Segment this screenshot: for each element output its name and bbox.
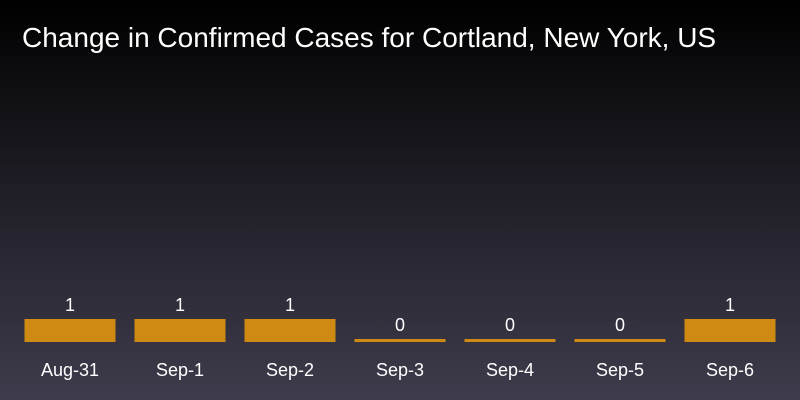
bars-group	[24, 319, 776, 342]
x-tick-label-sep-4: Sep-4	[486, 360, 534, 380]
x-tick-labels-group: Aug-31 Sep-1 Sep-2 Sep-3 Sep-4 Sep-5 Sep-6	[41, 360, 754, 380]
value-labels-group: 1 1 1 0 0 0 1	[65, 295, 735, 335]
bar-sep-1	[134, 319, 226, 342]
bar-aug-31	[24, 319, 116, 342]
chart-title: Change in Confirmed Cases for Cortland, …	[22, 22, 717, 53]
x-tick-label-sep-2: Sep-2	[266, 360, 314, 380]
x-tick-label-sep-3: Sep-3	[376, 360, 424, 380]
x-tick-label-sep-6: Sep-6	[706, 360, 754, 380]
x-tick-label-aug-31: Aug-31	[41, 360, 99, 380]
x-tick-label-sep-1: Sep-1	[156, 360, 204, 380]
value-label-sep-1: 1	[175, 295, 185, 315]
value-label-sep-2: 1	[285, 295, 295, 315]
bar-sep-4	[464, 339, 556, 342]
bar-sep-2	[244, 319, 336, 342]
bar-sep-3	[354, 339, 446, 342]
x-tick-label-sep-5: Sep-5	[596, 360, 644, 380]
value-label-sep-5: 0	[615, 315, 625, 335]
value-label-sep-6: 1	[725, 295, 735, 315]
value-label-aug-31: 1	[65, 295, 75, 315]
value-label-sep-3: 0	[395, 315, 405, 335]
bar-sep-5	[574, 339, 666, 342]
value-label-sep-4: 0	[505, 315, 515, 335]
bar-sep-6	[684, 319, 776, 342]
